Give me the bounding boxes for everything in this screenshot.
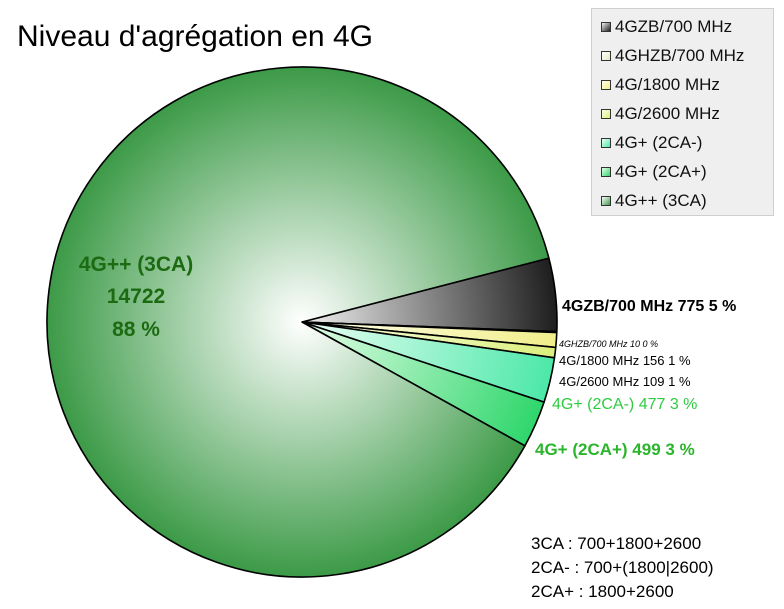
legend-swatch [601, 80, 611, 90]
legend-item-4g-1800-mhz: 4G/1800 MHz [601, 73, 720, 97]
data-label-4g-2ca: 4G+ (2CA+) 499 3 % [535, 440, 695, 459]
legend-label: 4G+ (2CA-) [615, 133, 703, 152]
legend-item-4gzb-700-mhz: 4GZB/700 MHz [601, 15, 732, 39]
legend-label: 4G/1800 MHz [615, 75, 720, 94]
data-label-4g-3ca-0: 4G++ (3CA) [79, 253, 193, 276]
legend-label: 4G+ (2CA+) [615, 162, 707, 181]
legend-swatch [601, 138, 611, 148]
note-2ca-plus: 2CA+ : 1800+2600 [531, 582, 674, 601]
chart-title: Niveau d'agrégation en 4G [17, 20, 373, 53]
legend-swatch [601, 51, 611, 61]
note-2ca-minus: 2CA- : 700+(1800|2600) [531, 558, 714, 577]
legend-item-4g-2ca: 4G+ (2CA+) [601, 160, 707, 184]
data-label-4g-1800-mhz: 4G/1800 MHz 156 1 % [559, 353, 691, 368]
legend-label: 4GZB/700 MHz [615, 17, 733, 36]
legend-item-4ghzb-700-mhz: 4GHZB/700 MHz [601, 44, 744, 68]
legend-swatch [601, 109, 611, 119]
data-label-4g-2600-mhz: 4G/2600 MHz 109 1 % [559, 374, 691, 389]
data-label-4ghzb-700-mhz: 4GHZB/700 MHz 10 0 % [559, 339, 658, 349]
pie-slice-4g-3ca [46, 66, 550, 578]
legend-item-4g-2600-mhz: 4G/2600 MHz [601, 102, 720, 126]
data-label-4gzb-700-mhz: 4GZB/700 MHz 775 5 % [562, 298, 736, 315]
legend-swatch [601, 22, 611, 32]
legend-item-4g-2ca: 4G+ (2CA-) [601, 131, 702, 155]
note-3ca: 3CA : 700+1800+2600 [531, 534, 702, 553]
legend-item-4g-3ca: 4G++ (3CA) [601, 189, 707, 213]
data-label-4g-3ca-1: 14722 [107, 285, 165, 308]
legend-swatch [601, 167, 611, 177]
data-label-4g-3ca-2: 88 % [112, 318, 160, 341]
legend: 4GZB/700 MHz 4GHZB/700 MHz 4G/1800 MHz 4G/2… [591, 8, 774, 216]
legend-label: 4G++ (3CA) [615, 191, 707, 210]
legend-swatch [601, 196, 611, 206]
legend-label: 4GHZB/700 MHz [615, 46, 745, 65]
legend-label: 4G/2600 MHz [615, 104, 720, 123]
data-label-4g-2ca: 4G+ (2CA-) 477 3 % [552, 396, 697, 413]
